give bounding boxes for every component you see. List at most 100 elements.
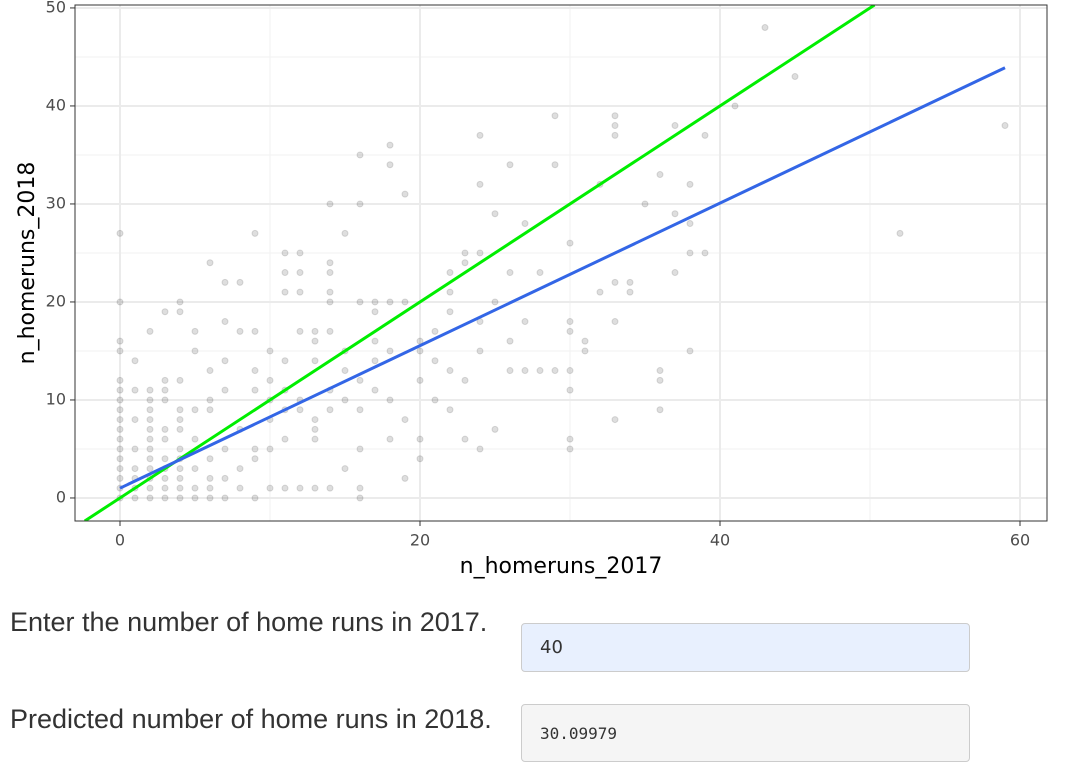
point [341, 396, 349, 404]
point [116, 376, 124, 384]
point [461, 249, 469, 257]
point [296, 406, 304, 414]
point [416, 376, 424, 384]
point [611, 416, 619, 424]
point [446, 406, 454, 414]
point [131, 416, 139, 424]
point [146, 386, 154, 394]
point [611, 131, 619, 139]
point [446, 269, 454, 277]
point [476, 445, 484, 453]
point [281, 288, 289, 296]
point [326, 259, 334, 267]
point [671, 269, 679, 277]
point [566, 318, 574, 326]
point [176, 376, 184, 384]
point [131, 494, 139, 502]
point [146, 484, 154, 492]
point [311, 357, 319, 365]
point [446, 367, 454, 375]
x-tick-label: 60 [1010, 531, 1030, 550]
point [671, 122, 679, 130]
point [176, 416, 184, 424]
point [491, 210, 499, 218]
point [461, 376, 469, 384]
point [236, 327, 244, 335]
point [1001, 122, 1009, 130]
point [161, 455, 169, 463]
point [551, 112, 559, 120]
point [371, 386, 379, 394]
point [281, 269, 289, 277]
point [506, 367, 514, 375]
point [416, 347, 424, 355]
x-axis-title: n_homeruns_2017 [460, 554, 663, 579]
point [251, 367, 259, 375]
point [431, 327, 439, 335]
point [146, 455, 154, 463]
point [701, 131, 709, 139]
point [206, 455, 214, 463]
point [206, 367, 214, 375]
point [626, 288, 634, 296]
point [116, 445, 124, 453]
point [326, 269, 334, 277]
point [251, 386, 259, 394]
point [431, 357, 439, 365]
point [161, 435, 169, 443]
point [206, 494, 214, 502]
chart: n_homeruns_2017 n_homeruns_2018 0 20 40 60 0… [15, 0, 1048, 579]
y-tick-label: 10 [46, 389, 66, 408]
point [281, 484, 289, 492]
point [356, 200, 364, 208]
point [116, 435, 124, 443]
point [551, 161, 559, 169]
point [206, 406, 214, 414]
y-tick-label: 0 [56, 487, 66, 506]
point [296, 269, 304, 277]
point [446, 308, 454, 316]
point [326, 327, 334, 335]
point [206, 484, 214, 492]
point [191, 406, 199, 414]
point [566, 327, 574, 335]
point [131, 445, 139, 453]
numeric-input[interactable]: 40 [521, 623, 970, 672]
point [686, 180, 694, 188]
point [206, 396, 214, 404]
point [686, 249, 694, 257]
fit-line [83, 5, 876, 521]
point [491, 298, 499, 306]
point [356, 484, 364, 492]
point [221, 357, 229, 365]
point [131, 465, 139, 473]
point [356, 445, 364, 453]
point [161, 376, 169, 384]
point [206, 259, 214, 267]
point [476, 180, 484, 188]
point [791, 73, 799, 81]
point [146, 435, 154, 443]
point [461, 259, 469, 267]
point [281, 249, 289, 257]
point [251, 455, 259, 463]
point [686, 220, 694, 228]
point [371, 357, 379, 365]
point [176, 425, 184, 433]
point [176, 484, 184, 492]
point [296, 288, 304, 296]
point [281, 435, 289, 443]
point [161, 396, 169, 404]
point [191, 327, 199, 335]
point [266, 484, 274, 492]
point [386, 396, 394, 404]
point [191, 435, 199, 443]
point [191, 347, 199, 355]
point [611, 112, 619, 120]
point [536, 367, 544, 375]
point [596, 288, 604, 296]
point [281, 357, 289, 365]
point [191, 494, 199, 502]
point [116, 416, 124, 424]
